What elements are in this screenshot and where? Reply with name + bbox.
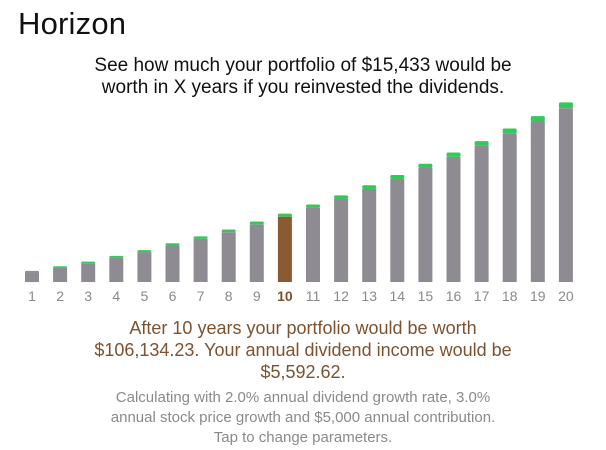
horizon-bar-chart[interactable]: 1 2 3 4 5 6 7 8 9 10 11 12 13 14 15 16 17 18 19 20	[0, 95, 606, 310]
subtitle: See how much your portfolio of $15,433 w…	[0, 55, 606, 99]
page-title: Horizon	[18, 6, 127, 41]
bar-year-20[interactable]	[558, 102, 573, 282]
bar-year-12[interactable]	[334, 195, 349, 282]
bar-dividend-segment	[474, 141, 489, 146]
bar-price-segment	[390, 179, 405, 282]
x-tick-label[interactable]: 12	[333, 288, 349, 304]
bar-dividend-segment	[193, 236, 208, 239]
x-tick-label[interactable]: 20	[558, 288, 574, 304]
bar-dividend-segment	[530, 116, 545, 122]
bar-price-segment	[249, 224, 264, 282]
bar-price-segment	[137, 252, 152, 282]
x-tick-label[interactable]: 15	[418, 288, 434, 304]
bar-year-19[interactable]	[530, 116, 545, 282]
parameters-line: annual stock price growth and $5,000 ann…	[110, 409, 496, 426]
x-tick-label[interactable]: 1	[28, 288, 36, 304]
x-tick-label[interactable]: 2	[56, 288, 64, 304]
x-tick-label[interactable]: 14	[390, 288, 406, 304]
x-tick-label[interactable]: 10	[277, 288, 293, 304]
result-line: After 10 years your portfolio would be w…	[129, 318, 477, 338]
bar-dividend-segment	[362, 185, 377, 189]
x-tick-label[interactable]: 17	[474, 288, 490, 304]
bar-year-9[interactable]	[249, 221, 264, 282]
bar-year-4[interactable]	[109, 255, 124, 282]
bar-price-segment	[221, 232, 236, 282]
x-tick-label[interactable]: 8	[225, 288, 233, 304]
subtitle-line: See how much your portfolio of $15,433 w…	[94, 55, 512, 76]
bar-year-8[interactable]	[221, 229, 236, 282]
bar-dividend-segment	[334, 195, 349, 199]
result-line: $106,134.23. Your annual dividend income…	[94, 340, 512, 360]
bar-price-segment	[418, 167, 433, 282]
bar-dividend-segment	[249, 221, 264, 225]
x-tick-label[interactable]: 11	[306, 288, 321, 304]
bar-price-segment	[193, 238, 208, 282]
bar-dividend-segment	[221, 229, 236, 233]
bar-year-2[interactable]	[53, 266, 68, 282]
bar-price-segment	[362, 189, 377, 282]
result-summary: After 10 years your portfolio would be w…	[0, 317, 606, 383]
bar-year-5[interactable]	[137, 250, 152, 282]
bar-price-segment	[530, 121, 545, 282]
bar-price-segment	[25, 272, 39, 282]
bar-year-11[interactable]	[306, 204, 320, 283]
bar-dividend-segment	[25, 270, 39, 273]
x-tick-label[interactable]: 7	[197, 288, 205, 304]
bar-dividend-segment	[306, 204, 320, 208]
bar-dividend-segment	[502, 128, 517, 134]
bar-price-segment	[306, 207, 320, 282]
x-tick-label[interactable]: 6	[169, 288, 177, 304]
bar-price-segment	[474, 145, 489, 282]
x-tick-label[interactable]: 3	[84, 288, 92, 304]
bar-dividend-segment	[446, 152, 461, 157]
bar-year-14[interactable]	[390, 175, 405, 282]
bar-dividend-segment	[165, 243, 180, 246]
x-tick-label[interactable]: 5	[141, 288, 149, 304]
bar-dividend-segment	[418, 163, 433, 168]
bar-price-segment	[277, 216, 292, 282]
subtitle-line: worth in X years if you reinvested the d…	[101, 77, 505, 98]
result-line: $5,592.62.	[260, 362, 346, 382]
bar-year-13[interactable]	[362, 185, 377, 282]
bar-dividend-segment	[53, 266, 68, 268]
x-tick-label[interactable]: 4	[112, 288, 120, 304]
bar-dividend-segment	[81, 261, 96, 264]
bar-year-1[interactable]	[25, 270, 39, 282]
bar-price-segment	[334, 198, 349, 282]
bar-dividend-segment	[390, 175, 405, 180]
x-tick-label[interactable]: 18	[502, 288, 518, 304]
x-tick-label[interactable]: 13	[361, 288, 377, 304]
bar-year-17[interactable]	[474, 141, 489, 282]
parameters-text[interactable]: Calculating with 2.0% annual dividend gr…	[0, 388, 606, 448]
bar-year-7[interactable]	[193, 236, 208, 282]
bar-price-segment	[109, 257, 124, 282]
bar-year-18[interactable]	[502, 128, 517, 282]
bar-price-segment	[53, 267, 68, 282]
parameters-line: Calculating with 2.0% annual dividend gr…	[115, 389, 491, 406]
bar-year-10[interactable]	[277, 213, 292, 282]
bar-year-16[interactable]	[446, 152, 461, 282]
bar-dividend-segment	[137, 250, 152, 253]
x-tick-label[interactable]: 16	[446, 288, 462, 304]
bar-price-segment	[165, 245, 180, 282]
bar-year-6[interactable]	[165, 243, 180, 282]
x-tick-label[interactable]: 19	[530, 288, 546, 304]
bar-dividend-segment	[558, 102, 573, 109]
bar-price-segment	[81, 263, 96, 282]
bar-year-3[interactable]	[81, 261, 96, 282]
bar-dividend-segment	[109, 255, 124, 258]
bar-price-segment	[446, 156, 461, 282]
bar-price-segment	[558, 108, 573, 282]
bar-year-15[interactable]	[418, 163, 433, 282]
bar-price-segment	[502, 133, 517, 282]
x-tick-label[interactable]: 9	[253, 288, 261, 304]
bar-dividend-segment	[277, 213, 292, 217]
change-parameters-link[interactable]: Tap to change parameters.	[213, 429, 393, 446]
